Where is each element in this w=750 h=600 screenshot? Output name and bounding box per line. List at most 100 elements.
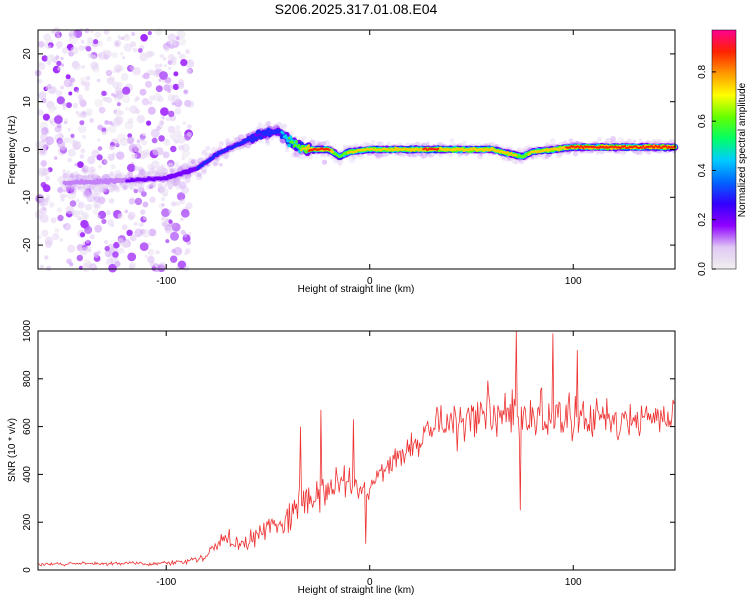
noise-blob <box>161 197 165 202</box>
noise-blob <box>178 181 187 189</box>
noise-blob <box>60 63 64 67</box>
noise-blob <box>107 219 114 226</box>
halo-blob <box>102 186 109 193</box>
noise-blob <box>106 36 112 42</box>
noise-blob <box>134 228 143 238</box>
ridge-blob <box>300 149 303 152</box>
halo-blob <box>157 182 163 189</box>
halo-blob <box>82 175 89 182</box>
halo-blob <box>123 185 128 190</box>
halo-blob <box>95 187 102 194</box>
noise-blob <box>136 139 141 144</box>
noise-blob <box>129 65 135 71</box>
colorbar: 0.0 0.2 0.4 0.6 0.8 Normalized spectral ampl… <box>697 29 748 276</box>
x-tick-label: 0 <box>367 577 373 588</box>
noise-blob <box>62 47 69 54</box>
halo-blob <box>321 159 328 165</box>
halo-blob <box>137 172 141 176</box>
noise-blob <box>69 172 75 178</box>
halo-blob <box>195 173 203 181</box>
noise-blob <box>65 74 71 80</box>
halo-blob <box>85 183 92 190</box>
halo-blob <box>126 174 131 178</box>
noise-blob <box>67 244 76 253</box>
noise-blob <box>118 247 125 254</box>
noise-blob <box>171 60 177 66</box>
noise-blob <box>40 160 48 167</box>
ridge-blob <box>235 144 239 148</box>
noise-blob <box>153 263 158 267</box>
ridge-blob <box>506 151 509 154</box>
halo-blob <box>142 171 150 178</box>
noise-blob <box>85 75 91 81</box>
halo-blob <box>326 153 331 157</box>
noise-blob <box>140 34 148 42</box>
halo-blob <box>243 133 247 138</box>
noise-blob <box>102 131 106 135</box>
noise-blob <box>167 60 173 65</box>
halo-blob <box>184 165 188 170</box>
noise-blob <box>68 91 73 96</box>
noise-blob <box>184 252 188 256</box>
noise-blob <box>84 85 90 91</box>
halo-blob <box>541 154 547 160</box>
noise-blob <box>81 65 85 69</box>
noise-blob <box>46 194 51 199</box>
halo-blob <box>596 152 599 156</box>
noise-blob <box>167 89 172 93</box>
noise-blob <box>165 77 172 84</box>
halo-blob <box>152 169 159 177</box>
halo-blob <box>62 189 66 193</box>
halo-blob <box>626 138 632 144</box>
halo-blob <box>93 185 100 193</box>
noise-blob <box>59 193 65 199</box>
halo-blob <box>668 139 673 144</box>
noise-blob <box>146 170 152 175</box>
halo-blob <box>80 186 87 193</box>
noise-blob <box>139 52 149 62</box>
noise-blob <box>161 208 170 218</box>
noise-blob <box>53 106 57 110</box>
noise-blob <box>59 238 64 242</box>
noise-blob <box>66 169 71 174</box>
noise-blob <box>57 66 62 71</box>
noise-blob <box>97 146 103 151</box>
noise-blob <box>142 201 149 208</box>
halo-blob <box>385 154 389 158</box>
colorbar-tick-label: 0.2 <box>697 212 708 226</box>
noise-blob <box>170 145 177 153</box>
halo-blob <box>385 152 390 157</box>
noise-blob <box>94 98 103 108</box>
spectrogram-x-axis-label: Height of straight line (km) <box>298 284 415 295</box>
halo-blob <box>386 141 391 146</box>
halo-blob <box>140 172 145 177</box>
noise-blob <box>42 207 47 211</box>
noise-blob <box>75 89 80 94</box>
halo-blob <box>233 136 238 142</box>
ridge-blob <box>640 146 644 149</box>
halo-blob <box>103 183 109 189</box>
noise-blob <box>160 107 169 116</box>
noise-blob <box>52 27 61 35</box>
halo-blob <box>516 147 523 154</box>
halo-blob <box>530 155 535 160</box>
ridge-blob <box>642 145 645 148</box>
noise-blob <box>148 228 157 237</box>
noise-blob <box>56 46 60 50</box>
noise-blob <box>81 263 91 272</box>
halo-blob <box>373 154 378 159</box>
noise-blob <box>175 125 181 130</box>
noise-blob <box>112 251 119 258</box>
noise-blob <box>48 201 55 208</box>
noise-blob <box>130 41 137 48</box>
halo-blob <box>157 170 163 176</box>
noise-blob <box>79 232 86 238</box>
noise-blob <box>55 55 60 60</box>
halo-blob <box>100 185 107 193</box>
halo-blob <box>302 135 307 140</box>
noise-blob <box>139 242 149 252</box>
noise-blob <box>75 110 79 115</box>
noise-blob <box>79 120 85 126</box>
noise-blob <box>108 120 113 126</box>
ridge-blob <box>288 137 291 140</box>
